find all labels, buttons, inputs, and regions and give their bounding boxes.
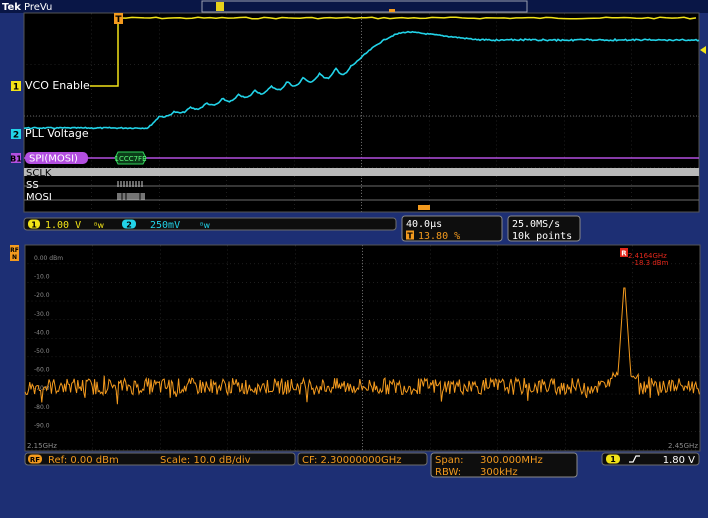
ch1-label: VCO Enable [25,79,90,92]
ch1-scale: 1.00 V [45,220,81,231]
rf-y-tick-label: -60.0 [34,367,50,374]
ch2-waveform [23,30,700,130]
svg-text:RF: RF [30,456,40,464]
digital-label-sclk: SCLK [26,168,52,179]
trigger-position: 13.80 % [418,231,460,242]
bus-packet [114,151,147,165]
rf-y-tick-label: -50.0 [34,348,50,355]
bus-label-badge [25,152,88,164]
digital-label-ss: SS [26,180,39,191]
sclk-trace [24,168,699,176]
bus-marker[interactable] [11,153,21,163]
rf-acquisition-marker [418,205,430,210]
digital-label-mosi: MOSI [26,192,52,203]
ch1-marker[interactable] [11,81,21,91]
rbw-value: 300kHz [480,467,518,478]
rf-channel-marker[interactable] [10,245,19,261]
svg-text:1: 1 [610,455,616,464]
rf-start-frequency: 2.15GHz [27,442,57,450]
acquisition-readout[interactable] [507,215,581,242]
acquisition-mode: PreVu [24,2,52,13]
mosi-activity [117,193,145,200]
svg-text:B1: B1 [10,155,22,164]
span-value: 300.000MHz [480,455,543,466]
svg-text:N: N [12,254,17,261]
svg-text:1: 1 [13,83,19,93]
trigger-level: 1.80 V [663,455,695,466]
svg-text:2: 2 [126,221,132,230]
span-rbw-readout[interactable] [430,452,578,478]
rf-scale: Scale: 10.0 dB/div [160,455,251,466]
ch2-scale: 250mV [150,220,180,231]
trigger-marker-letter: T [115,15,122,25]
svg-text:2: 2 [13,131,19,141]
svg-text:R: R [621,250,627,258]
ch2-bw-limit-icon: ᴮw [200,221,210,230]
vertical-readout[interactable] [23,217,397,231]
sample-rate: 25.0MS/s [512,219,560,230]
ch2-label: PLL Voltage [25,127,89,140]
rf-y-tick-label: -30.0 [34,311,50,318]
center-frequency: CF: 2.30000000GHz [302,455,401,466]
svg-text:1: 1 [31,221,37,230]
trigger-position-icon [406,230,414,240]
rf-y-tick-label: -70.0 [34,385,50,392]
center-frequency-readout[interactable] [297,452,428,466]
rf-vertical-readout[interactable] [24,452,296,466]
marker-frequency: 2.4164GHz [628,252,667,260]
svg-text:RF: RF [10,247,19,254]
svg-text:T: T [407,232,413,241]
record-length: 10k points [512,231,572,242]
record-view-window [216,2,224,11]
span-label: Span: [435,455,464,466]
bus-label: SPI(MOSI) [29,154,78,165]
ch1-waveform [90,16,697,87]
rf-y-tick-label: -20.0 [34,292,50,299]
rf-y-tick-label: 0.00 dBm [34,255,63,262]
rf-y-tick-label: -90.0 [34,422,50,429]
rf-spectrum-trace [24,287,700,405]
bus-packet-value: 1CCC7FE [114,155,146,163]
horizontal-readout[interactable] [401,215,503,242]
rf-y-tick-label: -80.0 [34,404,50,411]
record-view-bar [201,0,528,13]
rf-y-tick-label: -10.0 [34,274,50,281]
marker-level: -18.3 dBm [632,259,669,267]
timebase: 40.0µs [406,219,442,230]
trigger-position-marker [114,13,123,24]
ch2-marker[interactable] [11,129,21,139]
reference-marker-icon[interactable] [620,248,628,257]
rf-time-marker [389,9,395,12]
rf-stop-frequency: 2.45GHz [668,442,698,450]
rf-ref-level: Ref: 0.00 dBm [48,455,119,466]
trigger-readout[interactable] [601,452,700,466]
ch1-level-arrow [700,46,706,54]
ss-activity [117,181,143,187]
brand-logo: Tek [2,2,21,13]
ch1-bw-limit-icon: ᴮw [94,221,104,230]
rising-edge-icon [629,455,640,463]
rf-y-tick-label: -40.0 [34,329,50,336]
rbw-label: RBW: [435,467,461,478]
